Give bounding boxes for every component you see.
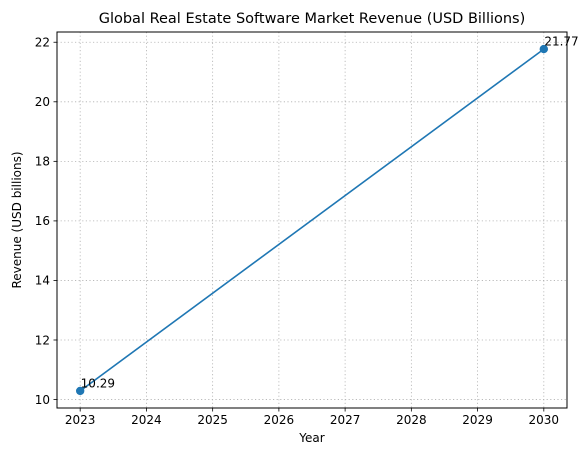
y-tick-label: 10 <box>35 393 50 407</box>
chart-title: Global Real Estate Software Market Reven… <box>99 11 526 27</box>
x-tick-label: 2023 <box>65 413 96 427</box>
x-axis: 2023 2024 2025 2026 2027 2028 2029 2030 <box>65 408 559 427</box>
y-tick-label: 20 <box>35 95 50 109</box>
x-axis-label: Year <box>298 431 324 445</box>
x-tick-label: 2028 <box>396 413 427 427</box>
y-tick-label: 18 <box>35 155 50 169</box>
x-tick-label: 2024 <box>131 413 162 427</box>
plot-area-frame <box>56 31 568 409</box>
data-label: 21.77 <box>544 35 578 49</box>
y-tick-label: 14 <box>35 274 50 288</box>
series-line <box>79 48 545 392</box>
y-tick-label: 12 <box>35 333 50 347</box>
x-tick-label: 2030 <box>529 413 560 427</box>
y-axis-label: Revenue (USD billions) <box>10 151 24 288</box>
data-label: 10.29 <box>81 376 115 390</box>
x-tick-label: 2025 <box>197 413 228 427</box>
y-tick-label: 16 <box>35 214 50 228</box>
x-tick-label: 2029 <box>462 413 493 427</box>
data-point <box>75 386 85 396</box>
data-point <box>539 44 549 54</box>
series-group: 10.29 21.77 <box>75 35 579 396</box>
y-axis: 10 12 14 16 18 20 22 <box>35 36 57 407</box>
y-tick-label: 22 <box>35 36 50 50</box>
grid-lines <box>57 32 567 408</box>
x-tick-label: 2026 <box>264 413 295 427</box>
x-tick-label: 2027 <box>330 413 361 427</box>
